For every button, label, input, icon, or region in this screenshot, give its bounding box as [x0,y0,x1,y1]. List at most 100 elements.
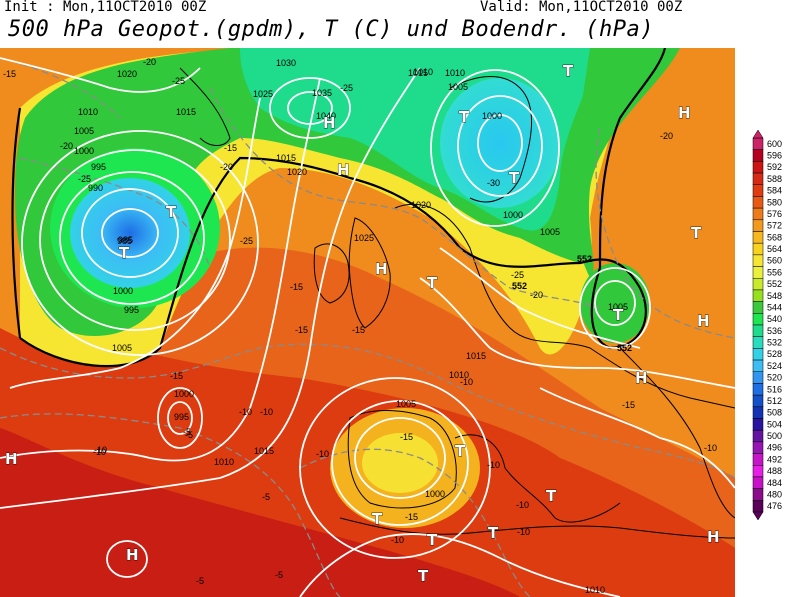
color-scale-label: 536 [767,326,782,336]
color-scale-box [752,137,764,150]
temperature-label: -20 [60,141,73,151]
color-scale-box [752,441,764,454]
color-scale-label: 552 [767,279,782,289]
color-scale-box [752,161,764,174]
temperature-label: -5 [183,427,191,437]
color-scale-label: 520 [767,373,782,383]
pressure-label: 1020 [411,200,431,210]
low-marker: T [509,169,520,187]
high-marker: H [337,161,350,179]
pressure-label: 1015 [176,107,196,117]
color-scale-box [752,301,764,314]
low-marker: T [455,442,466,460]
temperature-label: -20 [530,290,543,300]
low-marker: T [166,203,177,221]
color-scale-label: 576 [767,209,782,219]
color-scale-label: 544 [767,302,782,312]
pressure-label: 1005 [608,302,628,312]
high-marker: H [635,369,648,387]
pressure-label: 1000 [74,146,94,156]
temperature-label: -15 [295,325,308,335]
low-marker: T [563,62,574,80]
geopotential-label: 552 [577,254,592,264]
geopotential-552-line [11,48,667,368]
pressure-label: 1035 [312,88,332,98]
pressure-centres: H H H H H H H H H T T T T T T T T T T T … [5,62,720,586]
color-scale-label: 568 [767,232,782,242]
color-scale-box [752,476,764,489]
temperature-label: -10 [460,377,473,387]
color-scale-box [752,359,764,372]
pressure-label: 1020 [287,167,307,177]
color-scale-label: 540 [767,314,782,324]
temperature-label: -25 [340,83,353,93]
color-scale-box [752,324,764,337]
temperature-label: -10 [391,535,404,545]
temperature-label: -10 [93,447,106,457]
temperature-label: -10 [516,500,529,510]
color-scale-label: 480 [767,489,782,499]
pressure-label: 1015 [466,351,486,361]
color-scale-boxes [752,130,764,520]
temperature-label: -15 [405,512,418,522]
temperature-label: -20 [143,57,156,67]
temperature-label: -5 [196,576,204,586]
temperature-label: -25 [511,270,524,280]
pressure-label: 1010 [78,107,98,117]
color-scale-label: 496 [767,443,782,453]
low-marker: T [418,567,429,585]
color-scale-label: 556 [767,267,782,277]
valid-time-label: Valid: Mon,11OCT2010 00Z [480,0,683,15]
temperature-label: -15 [3,69,16,79]
color-scale-box [752,242,764,256]
color-scale-label: 600 [767,139,782,149]
color-scale-box [752,172,764,185]
color-scale-label: 584 [767,186,782,196]
weather-map: 1020 1010 1005 1000 995 990 985 1015 102… [0,48,735,597]
pressure-label: 985 [117,236,132,246]
pressure-label: 990 [88,183,103,193]
pressure-label: 1010 [413,67,433,77]
pressure-label: 1040 [316,111,336,121]
color-scale-label: 560 [767,256,782,266]
pressure-label: 1010 [445,68,465,78]
pressure-label: 1005 [396,399,416,409]
pressure-label: 1015 [254,446,274,456]
low-marker: T [488,524,499,542]
temperature-label: -5 [185,430,193,440]
color-scale-label: 492 [767,454,782,464]
temperature-label: -10 [260,407,273,417]
color-scale-box [752,336,764,349]
color-scale-box [752,207,764,221]
pressure-labels: 1020 1010 1005 1000 995 990 985 1015 102… [74,58,628,595]
geopotential-label: 552 [512,281,527,291]
pressure-label: 995 [91,162,106,172]
low-marker: T [546,487,557,505]
geopotential-label: 552 [617,343,632,353]
color-scale-box [752,406,764,419]
color-scale-box [752,488,764,501]
temperature-label: -25 [78,174,91,184]
color-scale-box [752,278,764,291]
temperature-label: -10 [487,460,500,470]
temperature-label: -15 [290,282,303,292]
color-scale-box [752,348,764,361]
temperature-label: -15 [622,400,635,410]
pressure-label: 1000 [482,111,502,121]
color-scale-label: 516 [767,384,782,394]
temperature-label: -20 [220,162,233,172]
pressure-label: 1015 [408,68,428,78]
pressure-label: 1025 [253,89,273,99]
temperature-label: -15 [400,432,413,442]
pressure-label: 1010 [585,585,605,595]
color-scale-label: 592 [767,162,782,172]
color-scale-box [752,313,764,326]
geopotential-labels: 552 552 552 [512,254,632,353]
field-northeast-green [570,48,680,278]
coastlines [179,67,735,539]
color-scale-box [752,266,764,279]
color-scale-label: 564 [767,244,782,254]
pressure-label: 1020 [117,69,137,79]
temperature-label: -10 [517,527,530,537]
